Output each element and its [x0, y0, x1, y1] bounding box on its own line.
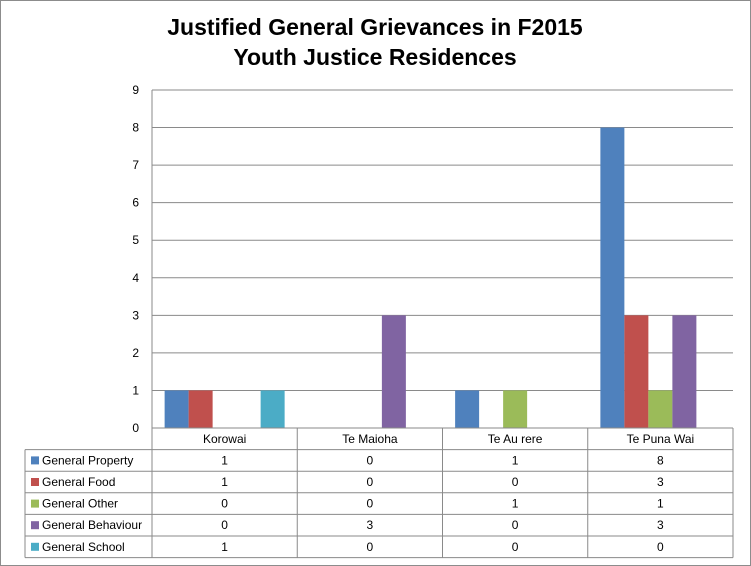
table-cell-value: 3 — [657, 518, 664, 532]
y-tick-label: 9 — [132, 83, 139, 97]
y-tick-label: 7 — [132, 158, 139, 172]
y-tick-label: 3 — [132, 308, 139, 322]
bar — [188, 390, 213, 428]
category-label: Te Au rere — [488, 432, 543, 446]
table-cell-value: 0 — [367, 475, 374, 489]
data-table: Korowai Te Maioha Te Au rere Te Puna Wai Gen… — [24, 427, 734, 559]
table-cell-value: 0 — [221, 497, 228, 511]
legend-label: General Food — [42, 475, 115, 489]
table-cell-value: 0 — [512, 518, 519, 532]
legend-label: General Other — [42, 497, 118, 511]
table-cell-value: 0 — [221, 518, 228, 532]
table-cell-value: 8 — [657, 453, 664, 467]
table-cell-value: 0 — [367, 540, 374, 554]
legend-key — [31, 456, 39, 465]
bar — [260, 390, 285, 428]
table-cell-value: 0 — [512, 540, 519, 554]
bar — [672, 315, 697, 428]
legend-key — [31, 542, 39, 551]
table-cell-value: 1 — [221, 453, 228, 467]
y-tick-label: 1 — [132, 383, 139, 397]
bar — [600, 127, 625, 429]
category-label: Te Maioha — [342, 432, 398, 446]
y-tick-label: 8 — [132, 121, 139, 135]
bar — [624, 315, 649, 428]
bar — [381, 315, 406, 428]
table-cell-value: 1 — [221, 540, 228, 554]
table-cell-value: 0 — [657, 540, 664, 554]
bars — [164, 127, 697, 429]
table-cell-value: 1 — [512, 453, 519, 467]
chart-title-line-1: Justified General Grievances in F2015 — [167, 14, 583, 40]
table-cell-value: 0 — [367, 453, 374, 467]
legend-label: General Behaviour — [42, 518, 142, 532]
legend-key — [31, 478, 39, 486]
bar — [648, 390, 673, 428]
legend-label: General School — [42, 540, 125, 554]
y-tick-label: 5 — [132, 233, 139, 247]
category-label: Te Puna Wai — [627, 432, 695, 446]
table-cell-value: 1 — [657, 497, 664, 511]
category-label: Korowai — [203, 432, 246, 446]
legend-label: General Property — [42, 453, 133, 467]
y-tick-label: 4 — [132, 271, 139, 285]
table-cell-value: 1 — [512, 497, 519, 511]
bar — [164, 390, 189, 428]
y-tick-label: 2 — [132, 346, 139, 360]
table-cell-value: 0 — [367, 497, 374, 511]
chart-title-line-2: Youth Justice Residences — [233, 44, 516, 70]
legend-key — [31, 521, 39, 530]
legend-key — [31, 499, 39, 508]
bar — [455, 390, 480, 428]
table-cell-value: 3 — [657, 475, 664, 489]
table-cell-value: 0 — [512, 475, 519, 489]
y-tick-label: 6 — [132, 196, 139, 210]
bar — [503, 390, 528, 428]
y-tick-label: 0 — [132, 421, 139, 435]
table-cell-value: 3 — [367, 518, 374, 532]
table-cell-value: 1 — [221, 475, 228, 489]
